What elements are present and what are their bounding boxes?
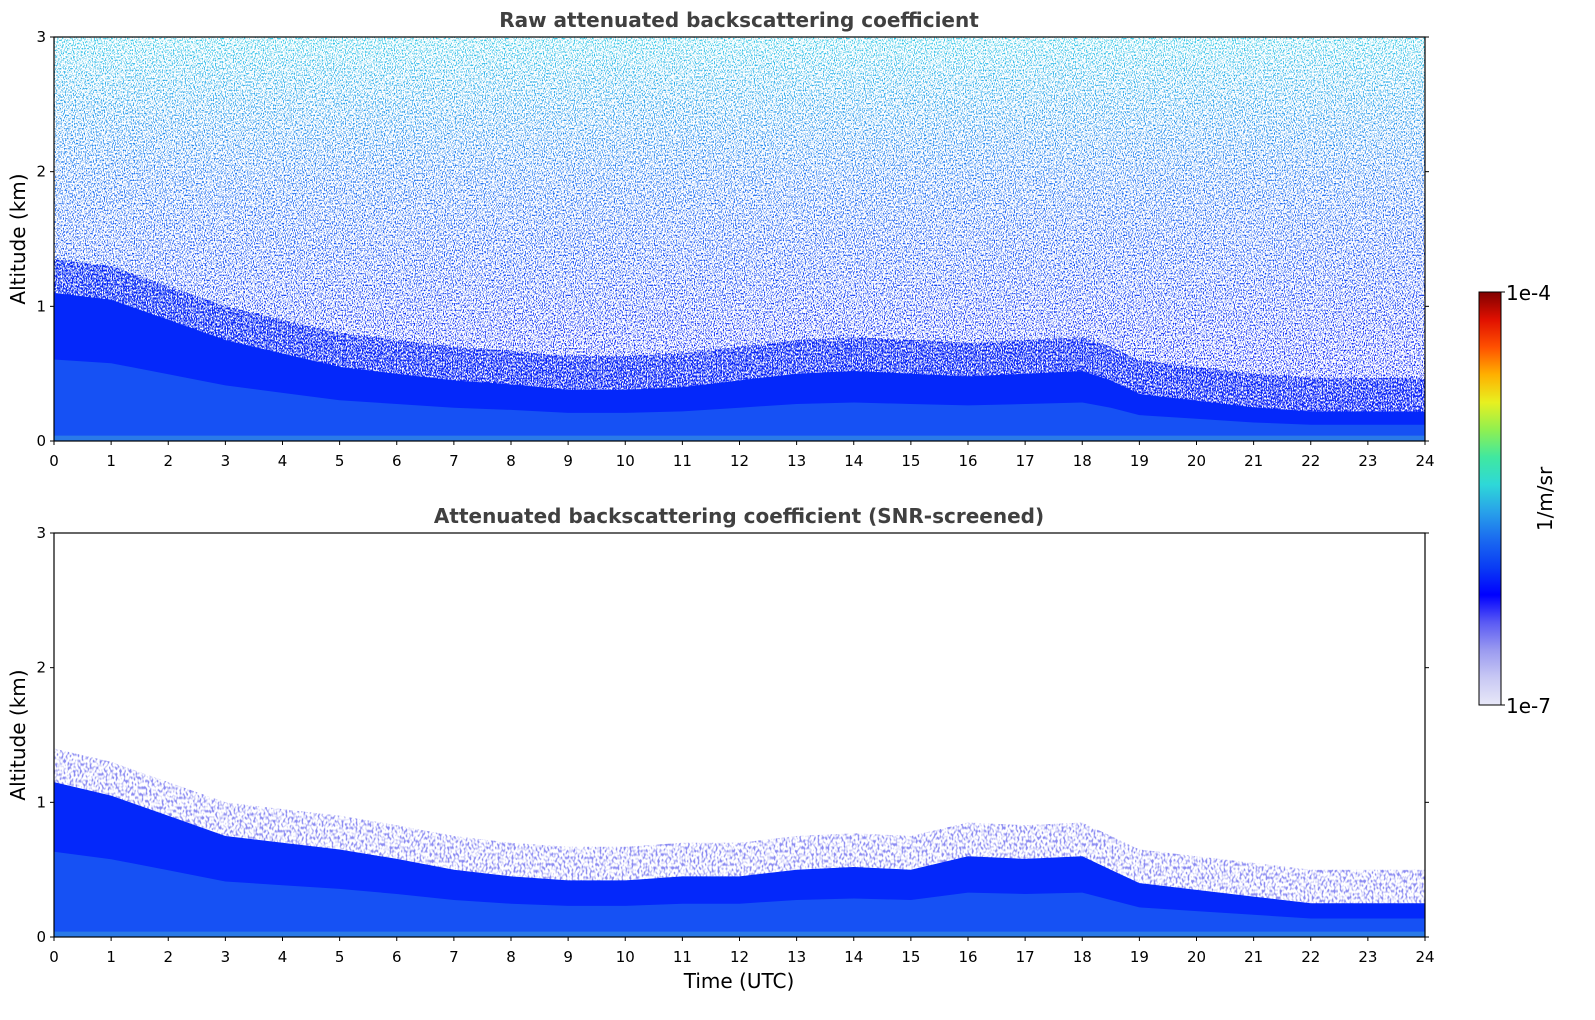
y-tick-label: 1 [36, 793, 46, 811]
x-tick-label: 3 [221, 452, 231, 470]
chart-title-raw: Raw attenuated backscattering coefficien… [499, 8, 979, 32]
x-tick-label: 17 [1016, 948, 1035, 966]
x-tick-label: 6 [392, 948, 402, 966]
x-tick-label: 10 [616, 948, 635, 966]
x-tick-label: 6 [392, 452, 402, 470]
x-tick-label: 19 [1130, 452, 1149, 470]
x-tick-label: 2 [163, 948, 173, 966]
x-tick-label: 4 [278, 948, 288, 966]
x-tick-label: 18 [1073, 948, 1092, 966]
colorbar-max-label: 1e-4 [1506, 281, 1551, 305]
surface-layer [54, 931, 1425, 937]
x-tick-label: 21 [1244, 452, 1263, 470]
x-tick-label: 0 [49, 452, 59, 470]
x-tick-label: 16 [958, 452, 977, 470]
x-tick-label: 13 [787, 948, 806, 966]
x-tick-label: 14 [844, 948, 863, 966]
x-tick-label: 11 [673, 948, 692, 966]
colorbar-min-label: 1e-7 [1506, 694, 1551, 718]
x-tick-label: 12 [730, 452, 749, 470]
x-tick-label: 8 [506, 452, 516, 470]
panel-raw: Raw attenuated backscattering coefficien… [6, 8, 1435, 470]
x-tick-label: 20 [1187, 948, 1206, 966]
x-tick-label: 3 [221, 948, 231, 966]
surface-layer [54, 435, 1425, 441]
x-tick-label: 17 [1016, 452, 1035, 470]
x-tick-label: 23 [1358, 948, 1377, 966]
x-tick-label: 15 [901, 948, 920, 966]
x-axis-label: Time (UTC) [683, 969, 795, 993]
x-tick-label: 7 [449, 948, 459, 966]
x-tick-label: 14 [844, 452, 863, 470]
x-tick-label: 16 [958, 948, 977, 966]
x-tick-label: 15 [901, 452, 920, 470]
colorbar-bar [1478, 291, 1502, 706]
x-tick-label: 10 [616, 452, 635, 470]
chart-title-screened: Attenuated backscattering coefficient (S… [434, 504, 1044, 528]
x-tick-label: 24 [1415, 948, 1434, 966]
heatmap-screened [54, 533, 1425, 937]
x-tick-label: 22 [1301, 452, 1320, 470]
x-tick-label: 1 [106, 948, 116, 966]
x-tick-label: 2 [163, 452, 173, 470]
x-tick-label: 9 [563, 948, 573, 966]
x-tick-label: 5 [335, 452, 345, 470]
x-tick-label: 22 [1301, 948, 1320, 966]
y-tick-label: 2 [36, 163, 46, 181]
y-tick-label: 0 [36, 928, 46, 946]
x-tick-label: 9 [563, 452, 573, 470]
panel-screened: Attenuated backscattering coefficient (S… [6, 504, 1435, 993]
colorbar: 1e-4 1e-7 1/m/sr [1478, 281, 1557, 718]
x-tick-label: 12 [730, 948, 749, 966]
y-axis-label-raw: Altitude (km) [6, 173, 30, 304]
heatmap-raw [54, 37, 1425, 441]
y-tick-label: 1 [36, 297, 46, 315]
x-tick-label: 5 [335, 948, 345, 966]
x-tick-label: 23 [1358, 452, 1377, 470]
boundary-layer-core [54, 359, 1425, 441]
colorbar-unit-label: 1/m/sr [1533, 466, 1557, 531]
x-tick-label: 19 [1130, 948, 1149, 966]
x-tick-label: 8 [506, 948, 516, 966]
x-tick-label: 13 [787, 452, 806, 470]
y-axis-label-screened: Altitude (km) [6, 669, 30, 800]
y-tick-label: 2 [36, 659, 46, 677]
x-tick-label: 0 [49, 948, 59, 966]
y-tick-label: 3 [36, 28, 46, 46]
y-tick-label: 3 [36, 524, 46, 542]
x-tick-label: 7 [449, 452, 459, 470]
x-tick-label: 24 [1415, 452, 1434, 470]
x-tick-label: 20 [1187, 452, 1206, 470]
x-tick-label: 11 [673, 452, 692, 470]
x-tick-label: 21 [1244, 948, 1263, 966]
x-tick-label: 1 [106, 452, 116, 470]
x-tick-label: 4 [278, 452, 288, 470]
x-tick-label: 18 [1073, 452, 1092, 470]
y-tick-label: 0 [36, 432, 46, 450]
boundary-layer-core [54, 851, 1425, 937]
